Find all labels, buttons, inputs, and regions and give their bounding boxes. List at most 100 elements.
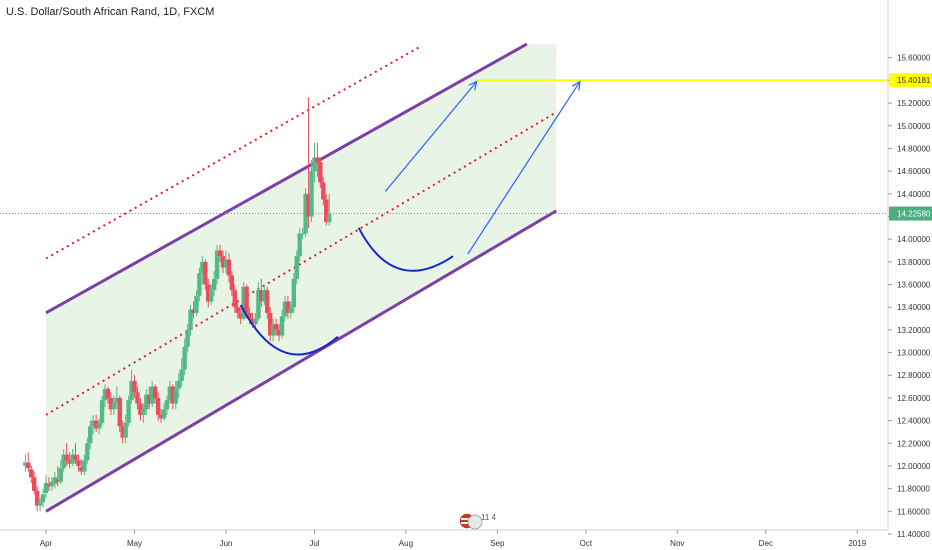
projection-arrow[interactable] — [467, 81, 581, 255]
y-tick-label: 12.60000 — [897, 394, 931, 403]
candle-body — [291, 278, 296, 308]
candle-body — [52, 477, 58, 485]
candle-body — [211, 278, 217, 291]
candle-body — [229, 275, 235, 291]
target-price-label: 15.40181 — [897, 76, 931, 85]
candle-body — [158, 414, 164, 419]
candle-body — [161, 409, 167, 419]
candle-body — [147, 394, 152, 404]
candles-layer — [23, 97, 332, 512]
arrow-head — [571, 80, 581, 91]
candle-body — [40, 494, 46, 503]
flag-badge[interactable]: 11 4 — [458, 512, 497, 530]
candle-body — [61, 454, 66, 469]
candle-body — [188, 309, 193, 330]
candle-body — [288, 307, 294, 313]
candle-body — [43, 482, 49, 494]
candle-body — [167, 386, 173, 401]
candle-body — [191, 309, 196, 313]
x-tick-label: Dec — [759, 539, 773, 548]
candle-body — [259, 290, 264, 302]
x-tick-label: Aug — [399, 539, 413, 548]
candle-body — [214, 250, 220, 279]
candle-body — [200, 261, 205, 274]
candle-body — [120, 426, 125, 438]
candle-body — [85, 443, 90, 461]
x-tick-label: Oct — [580, 539, 593, 548]
candle-body — [164, 400, 170, 410]
candle-body — [82, 460, 87, 472]
candle-body — [179, 369, 184, 381]
candle-body — [64, 454, 69, 461]
y-tick-label: 15.60000 — [897, 54, 931, 63]
candle-body — [70, 454, 75, 464]
flag-stripe-icon — [461, 522, 473, 524]
candle-body — [182, 346, 187, 370]
candle-body — [232, 290, 237, 308]
y-tick-label: 12.80000 — [897, 371, 931, 380]
y-tick-label: 13.00000 — [897, 349, 931, 358]
candle-body — [273, 324, 279, 330]
candle-body — [132, 380, 137, 393]
channel-upper-line[interactable] — [45, 42, 528, 315]
candle-body — [152, 386, 158, 398]
candle-body — [306, 193, 311, 217]
last-price-label-bg — [889, 206, 932, 221]
za-flag-icon — [467, 514, 483, 530]
y-tick-label: 13.20000 — [897, 326, 931, 335]
candle-body — [67, 460, 72, 464]
candle-body — [223, 259, 229, 268]
x-tick-label: 2019 — [848, 539, 866, 548]
chart-title: U.S. Dollar/South African Rand, 1D, FXCM — [6, 6, 214, 18]
candle-body — [194, 295, 199, 313]
candle-body — [312, 157, 317, 172]
candle-body — [88, 426, 93, 444]
arrow-head — [468, 80, 478, 91]
candle-body — [23, 462, 28, 466]
y-tick-label: 12.20000 — [897, 439, 931, 448]
candle-body — [114, 397, 119, 403]
candle-body — [102, 388, 108, 401]
candle-body — [46, 484, 52, 487]
time-axis: Apr May Jun Jul Aug Sep Oct Nov Dec 2019 — [0, 529, 888, 548]
candle-body — [26, 462, 31, 469]
candle-body — [93, 420, 99, 429]
badge-label: 11 4 — [481, 513, 497, 522]
candle-body — [173, 388, 178, 404]
candle-body — [135, 392, 140, 404]
candle-body — [253, 318, 258, 325]
cup-arc[interactable] — [239, 304, 339, 356]
x-tick-label: Jul — [309, 539, 319, 548]
candle-body — [170, 386, 176, 404]
y-tick-label: 14.80000 — [897, 144, 931, 153]
candle-body — [126, 400, 131, 423]
candle-body — [206, 284, 211, 302]
candle-body — [226, 259, 232, 276]
candle-body — [55, 479, 60, 482]
y-tick-label: 14.00000 — [897, 235, 931, 244]
candle-body — [270, 324, 276, 336]
candle-body — [217, 250, 223, 257]
candle-body — [285, 301, 291, 313]
candle-body — [268, 312, 273, 336]
y-tick-label: 11.40000 — [897, 530, 930, 539]
candle-body — [141, 409, 146, 415]
x-tick-label: Jun — [219, 539, 232, 548]
candle-body — [324, 199, 329, 223]
channel-lower-line[interactable] — [45, 209, 558, 513]
candle-body — [155, 397, 161, 415]
candle-body — [117, 397, 122, 427]
candle-body — [79, 467, 84, 472]
price-axis: 11.40000 11.60000 11.80000 12.00000 12.20000… — [887, 0, 932, 539]
cup-arc[interactable] — [357, 227, 454, 272]
candle-body — [144, 394, 149, 410]
drawing-lines-layer — [0, 42, 888, 513]
candle-body — [265, 290, 270, 313]
candle-body — [220, 256, 226, 268]
candle-body — [256, 290, 261, 319]
candle-body — [238, 312, 243, 319]
candle-body — [282, 301, 288, 317]
projection-arrow[interactable] — [384, 81, 478, 192]
